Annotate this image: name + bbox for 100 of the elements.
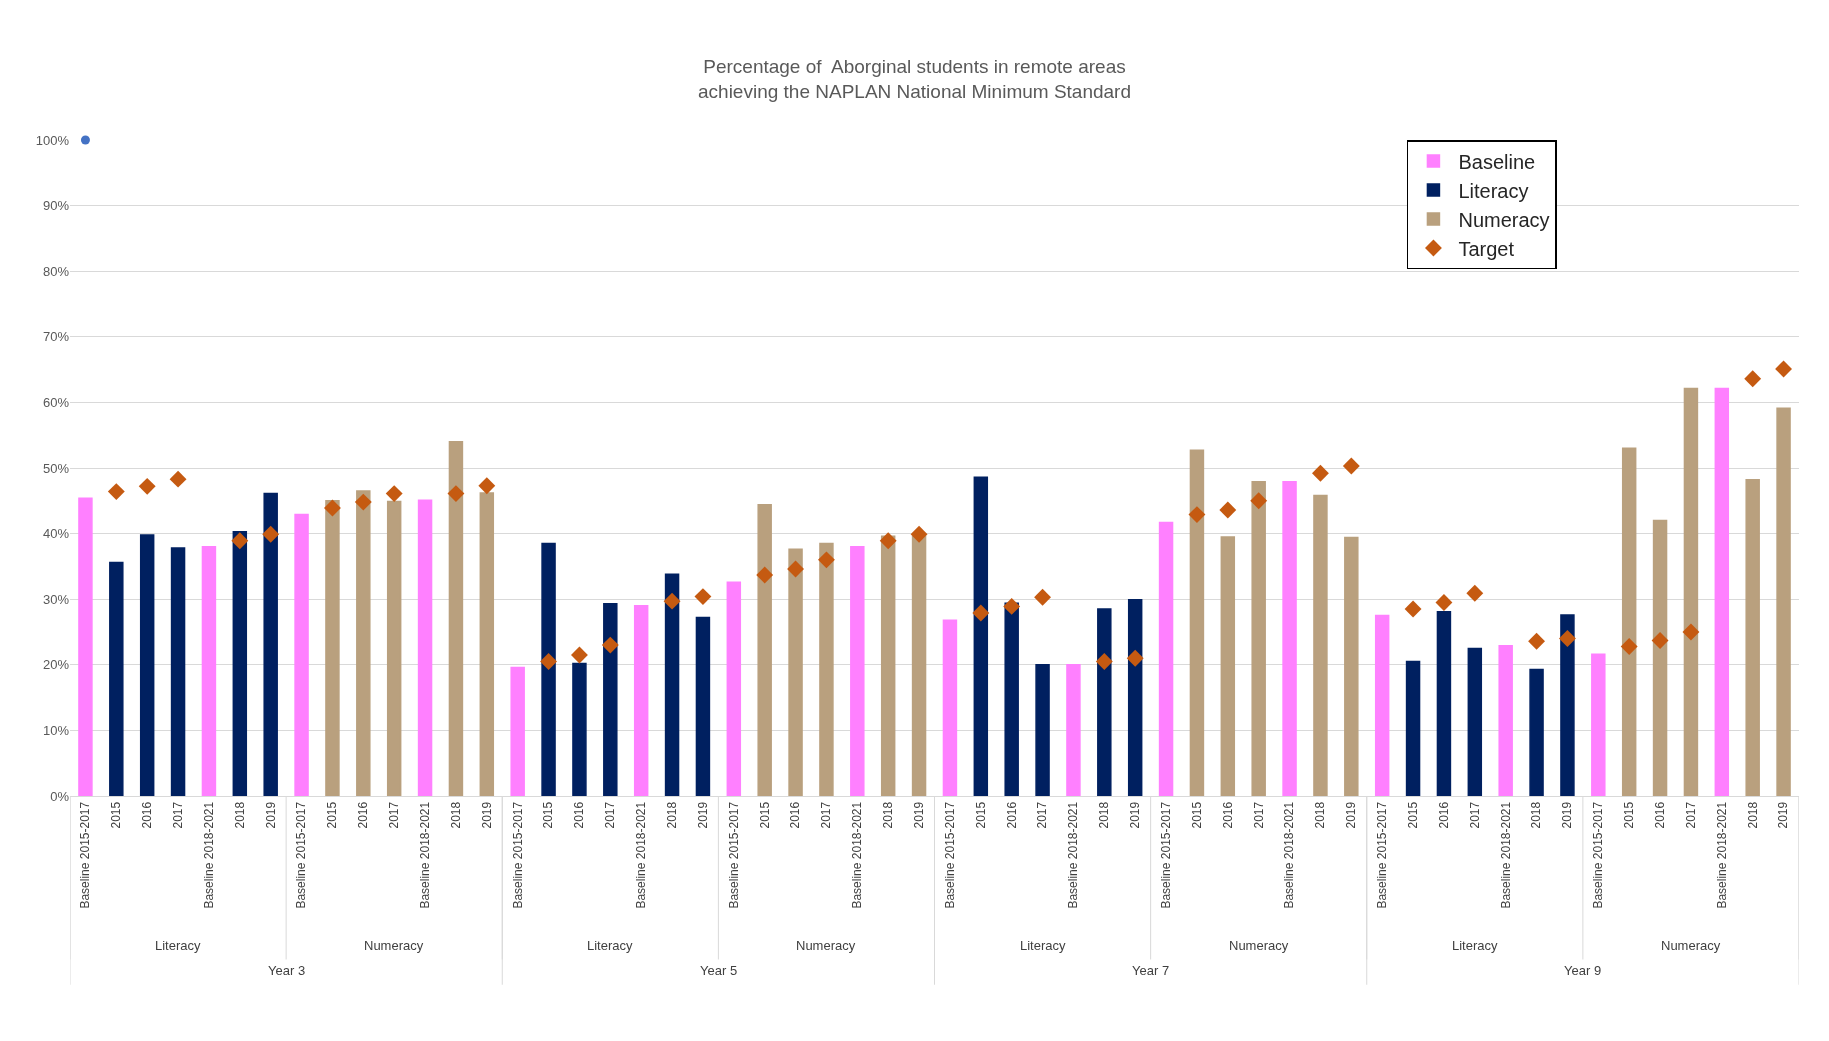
y-tick-label: 40%	[42, 526, 70, 542]
bar	[1189, 449, 1205, 796]
text: Year 5	[700, 963, 738, 978]
point	[1466, 584, 1484, 602]
x-tick-label: 2017	[819, 801, 834, 829]
y-tick-label: 80%	[42, 263, 70, 279]
point	[323, 499, 341, 517]
x-tick-label: 2019	[1560, 801, 1575, 829]
text: Literacy	[587, 938, 634, 953]
x-tick-label: 2017	[387, 801, 402, 829]
bar	[417, 499, 433, 796]
point	[817, 551, 835, 569]
bar	[1158, 521, 1174, 796]
text: Numeracy	[1661, 938, 1721, 953]
point	[1188, 506, 1206, 524]
point	[447, 485, 465, 503]
x-tick-label: 2015	[1189, 801, 1204, 829]
bar	[510, 666, 525, 796]
point	[1651, 632, 1669, 649]
x-tick-label: Baseline 2015-2017	[726, 801, 741, 909]
point	[1311, 464, 1329, 482]
x-tick-label: Baseline 2018-2021	[634, 801, 649, 909]
bar	[263, 492, 278, 796]
point	[1775, 360, 1793, 378]
y-tick-label: 20%	[42, 657, 70, 673]
point	[107, 483, 125, 501]
bar	[1591, 653, 1606, 796]
x-tick-label: Baseline 2018-2021	[201, 801, 216, 909]
bar	[788, 548, 803, 796]
x-tick-label: 2016	[572, 801, 587, 829]
bar	[1652, 519, 1668, 796]
legend-label: Numeracy	[1458, 208, 1550, 231]
x-tick-label: Baseline 2018-2021	[850, 801, 865, 909]
bar	[386, 500, 402, 796]
x-tick-label: 2016	[1220, 801, 1235, 829]
point	[540, 653, 558, 670]
text: Literacy	[155, 938, 202, 953]
text: Literacy	[1452, 938, 1499, 953]
point	[663, 592, 681, 610]
x-tick-label: 2018	[232, 801, 247, 829]
x-tick-label: 2019	[1344, 801, 1359, 829]
x-tick-label: 2017	[1467, 801, 1482, 829]
bar	[1220, 536, 1236, 796]
x-tick-label: Baseline 2018-2021	[1714, 801, 1729, 909]
legend-label: Literacy	[1458, 179, 1529, 202]
x-tick-label: 2016	[1436, 801, 1451, 829]
x-tick-label: 2015	[973, 801, 988, 829]
text: Year 9	[1564, 963, 1602, 978]
bar	[757, 503, 772, 796]
x-tick-label: 2017	[170, 801, 185, 829]
point	[1682, 623, 1700, 641]
bar	[973, 476, 989, 796]
bar	[1127, 599, 1143, 796]
x-tick-label: 2016	[356, 801, 371, 829]
bar	[325, 500, 340, 796]
x-tick-label: 2018	[881, 801, 896, 829]
bar	[139, 534, 155, 796]
point	[1219, 501, 1237, 519]
x-tick-label: 2018	[1745, 801, 1760, 829]
text: Year 7	[1132, 963, 1170, 978]
text: Numeracy	[364, 938, 424, 953]
bar	[109, 561, 124, 796]
point	[354, 493, 372, 511]
point	[787, 560, 805, 578]
bar	[1097, 608, 1112, 796]
point	[1034, 588, 1052, 606]
point	[1620, 637, 1638, 655]
x-tick-label: 2018	[1097, 801, 1112, 829]
x-tick-label: 2019	[263, 801, 278, 829]
x-tick-label: 2019	[479, 801, 494, 829]
point	[231, 532, 249, 550]
x-tick-label: 2015	[1622, 801, 1637, 829]
x-tick-label: Baseline 2018-2021	[1066, 801, 1081, 909]
x-tick-label: 2017	[603, 801, 618, 829]
point	[1342, 457, 1360, 475]
point	[1435, 594, 1453, 611]
bar	[201, 545, 217, 796]
x-tick-label: Baseline 2015-2017	[942, 801, 957, 909]
bar	[448, 441, 464, 796]
x-tick-label: 2016	[1004, 801, 1019, 829]
point	[756, 566, 774, 584]
bar	[819, 542, 834, 796]
bar	[1560, 614, 1575, 796]
bar	[695, 616, 711, 796]
bar	[294, 513, 309, 796]
bar	[726, 581, 742, 796]
x-tick-label: 2019	[1776, 801, 1791, 829]
point	[879, 532, 897, 550]
x-tick-label: 2018	[448, 801, 463, 829]
x-tick-label: 2019	[695, 801, 710, 829]
bar	[664, 573, 680, 796]
text: Numeracy	[796, 938, 856, 953]
bar	[356, 490, 371, 796]
text: Year 3	[268, 963, 306, 978]
x-tick-label: 2015	[109, 801, 124, 829]
bar	[1066, 664, 1081, 796]
bar	[1344, 536, 1359, 796]
legend-label: Baseline	[1458, 150, 1536, 173]
bar	[942, 619, 958, 796]
bar	[1776, 407, 1791, 796]
